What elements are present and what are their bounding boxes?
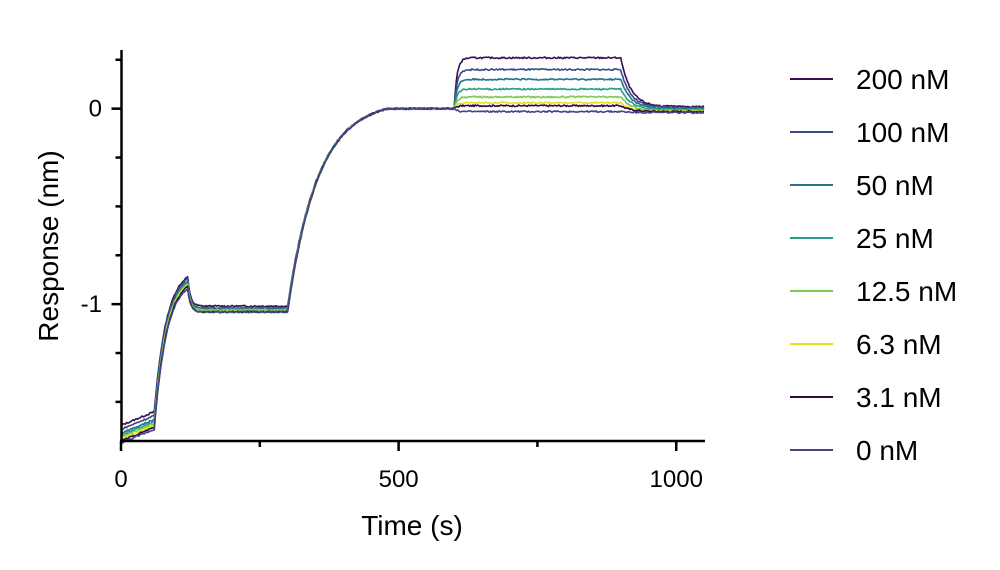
series-line-3-1-nm [120, 104, 705, 442]
y-tick-label: -1 [81, 291, 102, 318]
plot-lines [120, 56, 705, 444]
series-line-50-nm [120, 77, 705, 434]
legend-label: 0 nM [856, 435, 918, 466]
y-axis-title: Response (nm) [33, 150, 64, 341]
x-tick-label: 1000 [650, 466, 703, 493]
x-tick-label: 500 [379, 466, 419, 493]
legend: 200 nM 100 nM 50 nM 25 nM 12.5 nM 6.3 nM 3.1 n… [790, 64, 957, 466]
legend-label: 12.5 nM [856, 276, 957, 307]
legend-label: 25 nM [856, 223, 934, 254]
series-line-6-3-nm [120, 101, 704, 441]
legend-label: 6.3 nM [856, 329, 942, 360]
series-line-100-nm [120, 68, 705, 430]
y-axis-ticks: 0 -1 [81, 58, 122, 404]
legend-label: 100 nM [856, 117, 949, 148]
x-tick-label: 0 [114, 466, 127, 493]
legend-label: 200 nM [856, 64, 949, 95]
legend-label: 3.1 nM [856, 382, 942, 413]
series-line-0-nm [120, 107, 705, 444]
series-line-25-nm [120, 87, 705, 436]
series-line-12-5-nm [120, 95, 705, 439]
x-axis-title: Time (s) [361, 510, 463, 541]
y-tick-label: 0 [89, 96, 102, 123]
legend-label: 50 nM [856, 170, 934, 201]
x-axis-ticks: 0 500 1000 [114, 441, 703, 493]
